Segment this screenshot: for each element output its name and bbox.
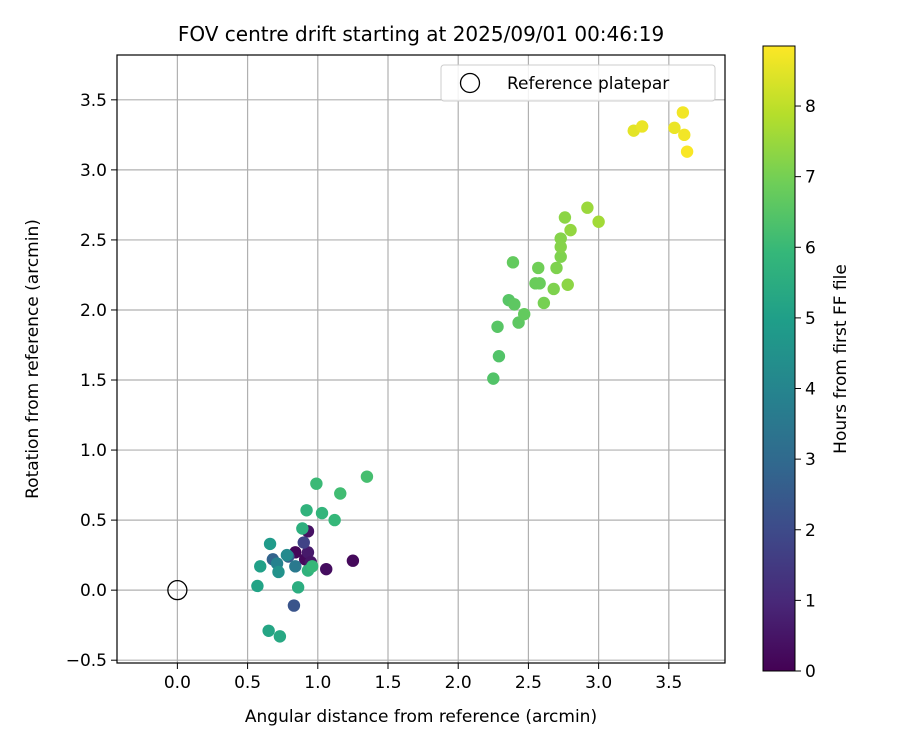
colorbar-tick-label: 2 xyxy=(805,521,816,541)
x-tick-label: 2.5 xyxy=(515,673,542,693)
data-point xyxy=(360,470,374,483)
data-point xyxy=(518,307,531,321)
colorbar-tick-label: 7 xyxy=(805,168,816,188)
colorbar-tick-label: 1 xyxy=(805,591,816,611)
legend-reference-marker xyxy=(459,72,481,94)
colorbar-label: Hours from first FF file xyxy=(831,264,851,454)
data-point xyxy=(592,215,605,228)
y-tick-label: −0.5 xyxy=(66,651,107,671)
data-point xyxy=(310,477,323,490)
data-point xyxy=(561,278,574,291)
data-point xyxy=(328,513,341,527)
data-point xyxy=(532,261,545,275)
data-point xyxy=(334,487,347,500)
y-tick-label: 0.5 xyxy=(80,511,107,531)
data-point xyxy=(678,128,691,142)
colorbar-tick-label: 5 xyxy=(805,309,816,329)
data-point xyxy=(320,562,333,576)
y-axis-label: Rotation from reference (arcmin) xyxy=(23,219,43,499)
plot-frame xyxy=(116,54,726,664)
data-point xyxy=(537,296,551,310)
x-tick-label: 3.5 xyxy=(655,673,682,693)
x-tick-label: 1.5 xyxy=(374,673,401,693)
data-point xyxy=(533,277,546,290)
data-point xyxy=(547,282,560,296)
data-point xyxy=(491,320,504,333)
colorbar-tick-label: 0 xyxy=(805,662,816,682)
data-point xyxy=(251,579,264,593)
x-axis-label: Angular distance from reference (arcmin) xyxy=(245,707,597,727)
colorbar-tick-label: 8 xyxy=(805,97,816,117)
y-tick-label: 3.0 xyxy=(80,161,107,181)
data-point xyxy=(676,106,690,119)
data-point xyxy=(581,201,594,214)
data-point xyxy=(263,537,277,551)
legend: Reference platepar xyxy=(440,64,716,102)
data-point xyxy=(297,536,310,549)
data-point xyxy=(554,250,567,263)
data-point xyxy=(668,121,681,135)
reference-marker xyxy=(167,580,188,601)
data-point xyxy=(550,261,563,275)
data-point xyxy=(272,565,285,579)
x-tick-label: 1.0 xyxy=(304,673,331,693)
y-tick-label: 1.5 xyxy=(80,371,107,391)
data-point xyxy=(508,298,521,311)
data-point xyxy=(635,120,649,133)
data-point xyxy=(554,232,567,245)
data-point xyxy=(254,560,267,573)
colorbar-gradient xyxy=(762,45,796,672)
reference-point xyxy=(167,580,188,601)
data-point xyxy=(487,372,500,385)
data-point xyxy=(492,349,506,363)
legend-label: Reference platepar xyxy=(507,74,669,94)
data-point xyxy=(305,560,319,573)
legend-box xyxy=(440,64,716,102)
data-point xyxy=(289,560,302,573)
data-point xyxy=(680,145,694,158)
data-point xyxy=(287,599,301,612)
colorbar-tick-label: 6 xyxy=(805,238,816,258)
x-tick-label: 2.0 xyxy=(445,673,472,693)
y-axis-ticks: −0.5 0.0 0.5 1.0 1.5 2.0 2.5 3.0 3.5 xyxy=(66,91,117,671)
data-point xyxy=(346,554,360,567)
data-point xyxy=(301,546,315,559)
chart-title: FOV centre drift starting at 2025/09/01 … xyxy=(178,22,664,46)
grid xyxy=(117,55,725,663)
data-point xyxy=(315,506,329,520)
data-points xyxy=(251,106,694,643)
colorbar-ticks: 0 1 2 3 4 5 6 7 8 xyxy=(795,97,816,682)
colorbar: 0 1 2 3 4 5 6 7 8 Hours from first FF file xyxy=(762,45,851,682)
data-point xyxy=(273,630,287,643)
data-point xyxy=(262,624,275,637)
x-tick-label: 0.0 xyxy=(164,673,191,693)
data-point xyxy=(280,548,294,562)
data-point xyxy=(300,504,313,517)
x-tick-label: 3.0 xyxy=(585,673,612,693)
y-tick-label: 2.0 xyxy=(80,301,107,321)
y-tick-label: 0.0 xyxy=(80,581,107,601)
x-tick-label: 0.5 xyxy=(234,673,261,693)
y-tick-label: 2.5 xyxy=(80,231,107,251)
data-point xyxy=(558,211,572,224)
y-tick-label: 3.5 xyxy=(80,91,107,111)
colorbar-tick-label: 4 xyxy=(805,380,816,400)
data-point xyxy=(291,581,305,594)
colorbar-tick-label: 3 xyxy=(805,450,816,470)
data-point xyxy=(296,522,309,535)
data-point xyxy=(506,256,520,269)
data-point xyxy=(564,223,577,237)
y-tick-label: 1.0 xyxy=(80,441,107,461)
x-axis-ticks: 0.0 0.5 1.0 1.5 2.0 2.5 3.0 3.5 xyxy=(164,663,682,693)
